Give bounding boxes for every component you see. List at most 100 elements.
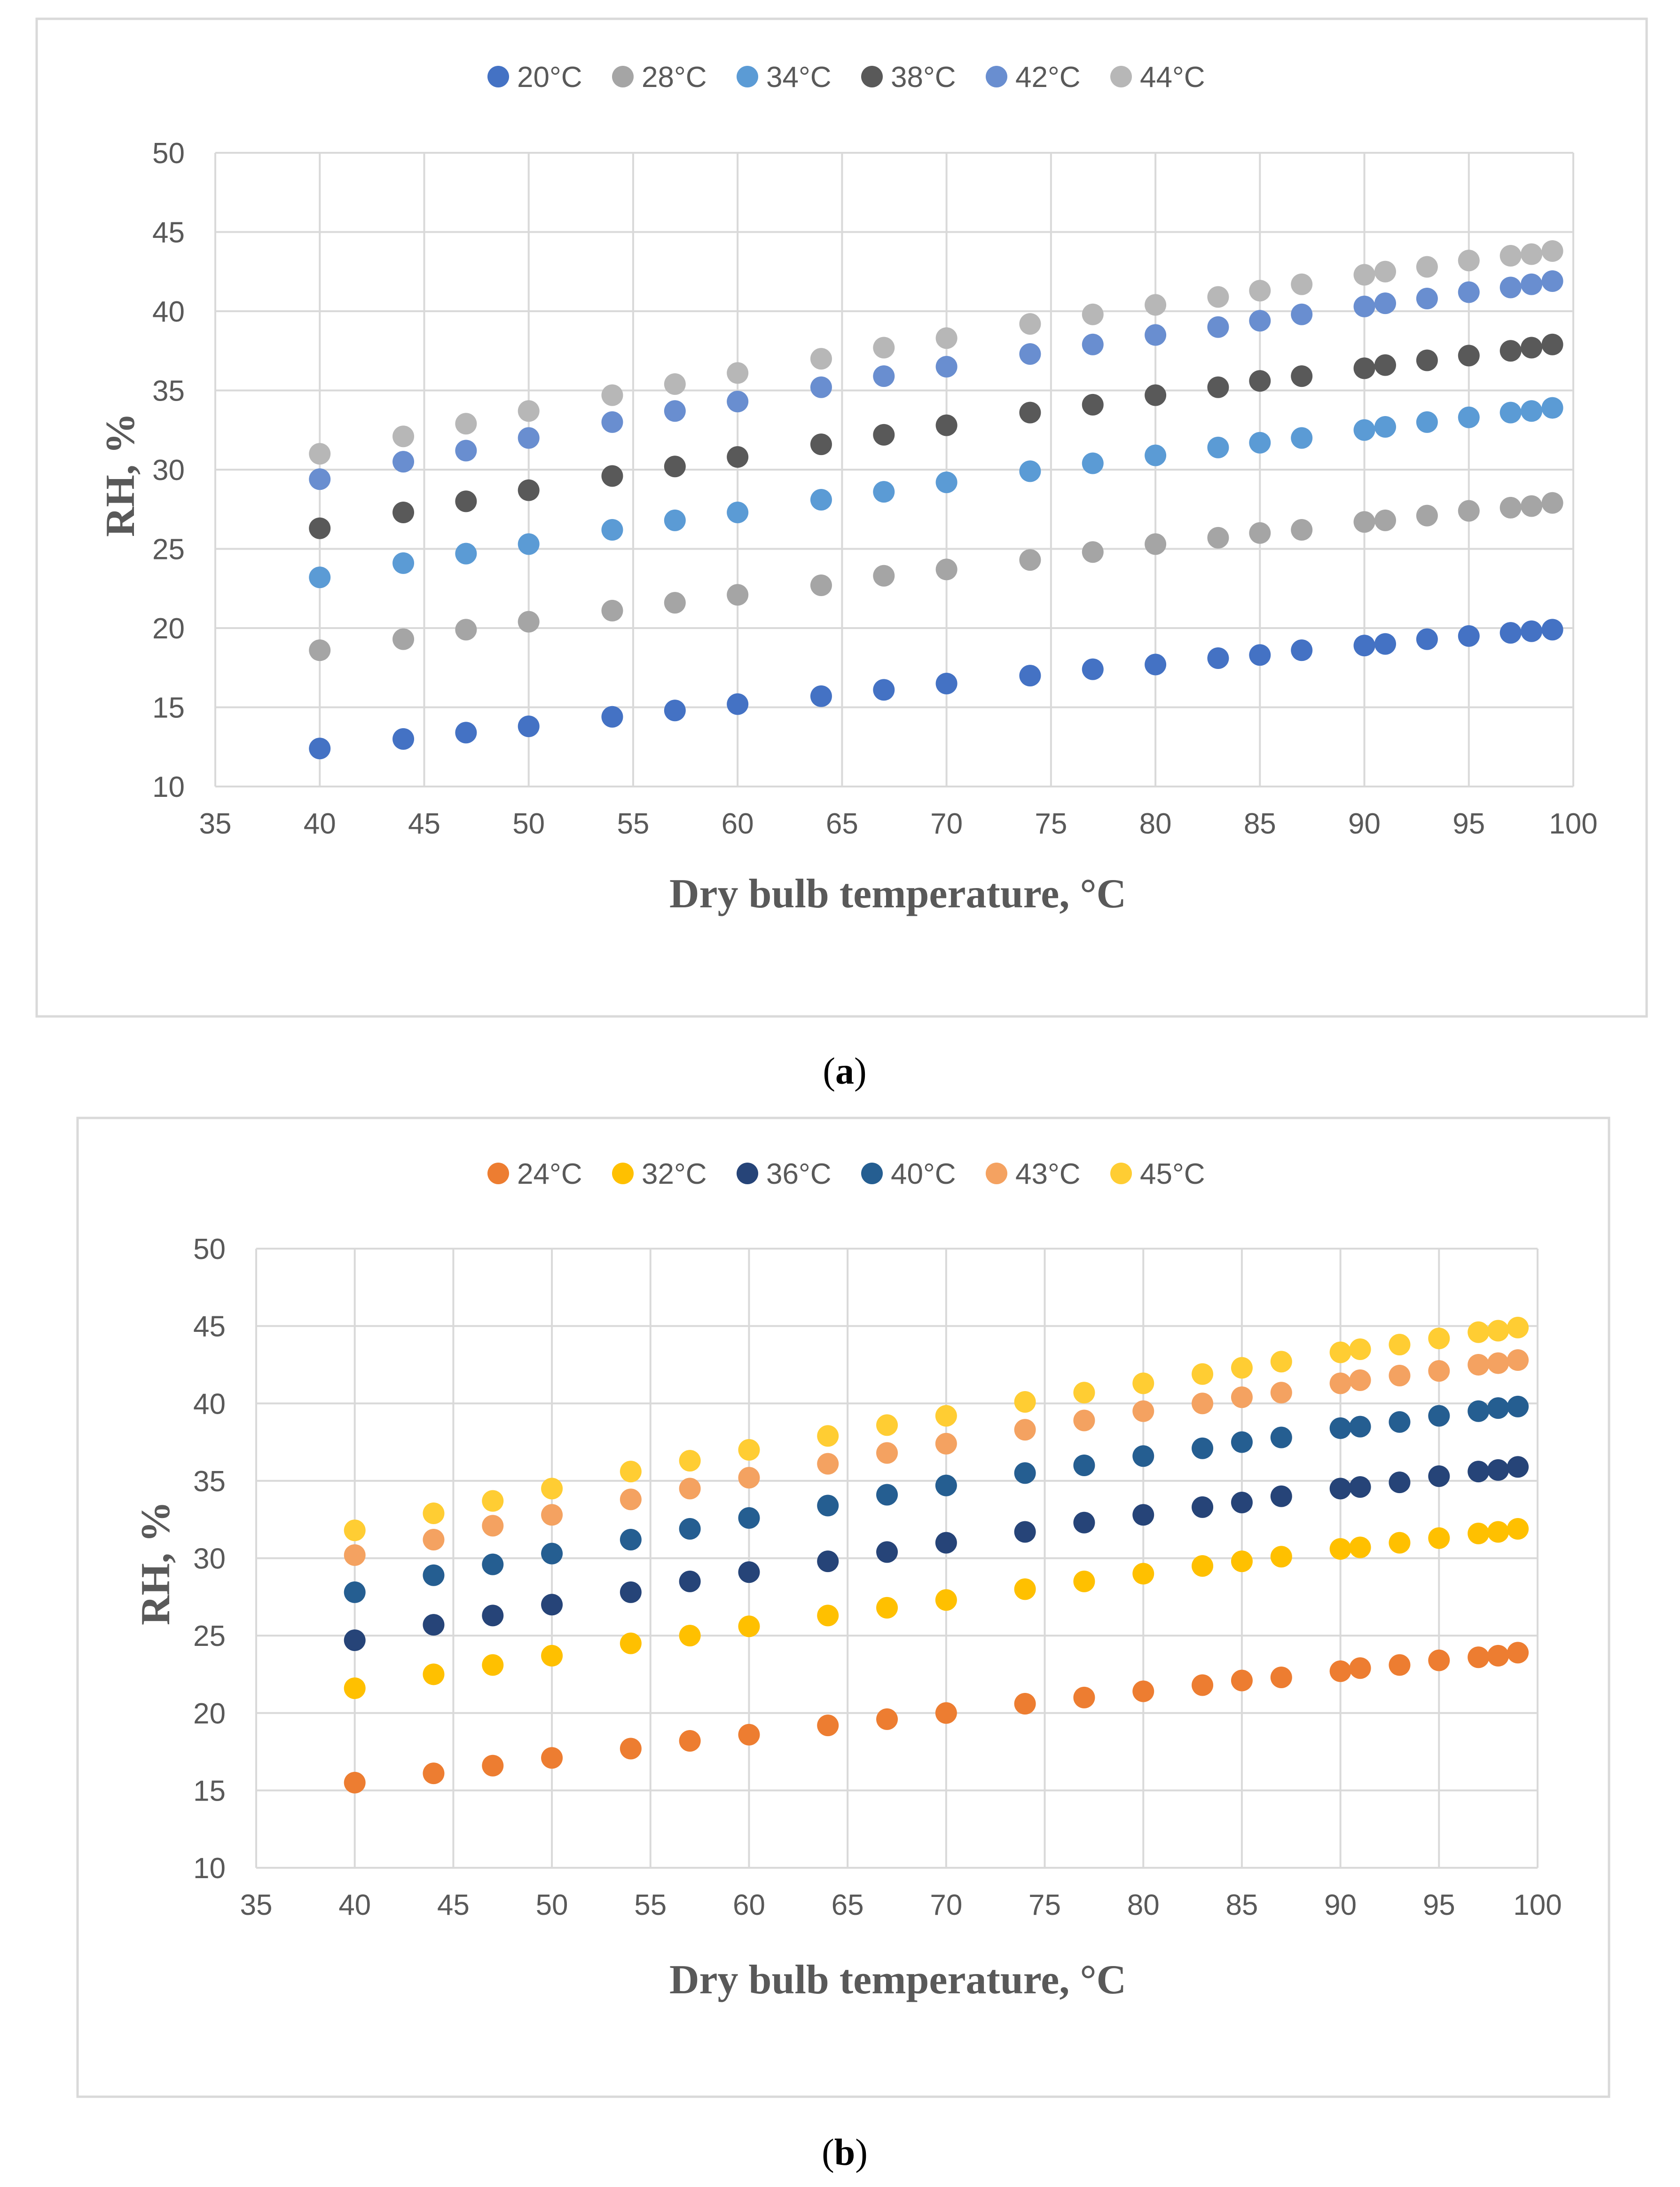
chart-a-point-42c-74 <box>1019 343 1041 365</box>
chart-a-x-tick-label: 75 <box>1035 808 1067 840</box>
chart-a-point-38c-50 <box>518 479 540 501</box>
chart-a-point-20c-64 <box>810 685 832 707</box>
chart-a-y-tick-label: 40 <box>152 296 185 328</box>
chart-a-point-38c-60 <box>727 446 749 468</box>
chart-b-point-36c-50 <box>541 1594 563 1616</box>
chart-b-x-tick-label: 55 <box>634 1889 667 1921</box>
chart-b-point-40c-90 <box>1329 1417 1351 1439</box>
chart-a-point-28c-85 <box>1249 522 1271 544</box>
chart-b-point-24c-99 <box>1507 1642 1529 1664</box>
chart-a-point-38c-91 <box>1374 354 1396 376</box>
chart-b-point-32c-70 <box>935 1589 957 1611</box>
chart-a-point-34c-93 <box>1416 411 1438 433</box>
chart-a-xlabel: Dry bulb temperature, °C <box>669 871 1126 917</box>
chart-b-point-40c-98 <box>1487 1397 1509 1419</box>
panel-a-caption: (a) <box>823 1051 866 1092</box>
chart-a-point-28c-98 <box>1521 495 1543 517</box>
chart-a-legend-marker <box>986 66 1007 87</box>
chart-b-point-43c-74 <box>1014 1419 1036 1441</box>
chart-b-point-45c-99 <box>1507 1316 1529 1338</box>
chart-a-point-44c-83 <box>1207 286 1229 308</box>
chart-b-point-24c-91 <box>1349 1657 1371 1679</box>
chart-a-point-34c-98 <box>1521 400 1543 422</box>
chart-b-point-24c-64 <box>817 1715 839 1737</box>
chart-b-point-43c-67 <box>876 1442 898 1464</box>
chart-b-point-32c-47 <box>482 1654 504 1676</box>
chart-b-legend-label: 43°C <box>1015 1158 1081 1190</box>
chart-a-x-tick-label: 40 <box>304 808 336 840</box>
chart-b-point-43c-60 <box>738 1467 760 1489</box>
chart-b-point-24c-95 <box>1428 1649 1450 1671</box>
chart-a-y-tick-label: 30 <box>152 454 185 487</box>
chart-b-point-36c-85 <box>1231 1491 1253 1513</box>
chart-b-legend-item: 24°C <box>487 1158 582 1190</box>
chart-b-legend-marker <box>1110 1163 1132 1184</box>
chart-b-x-tick-label: 45 <box>437 1889 470 1921</box>
chart-a-point-42c-57 <box>664 400 686 422</box>
chart-a-point-42c-54 <box>601 411 623 433</box>
chart-b-legend-label: 36°C <box>766 1158 832 1190</box>
chart-a-point-28c-83 <box>1207 527 1229 549</box>
chart-b-point-40c-57 <box>679 1518 701 1540</box>
chart-a-point-38c-97 <box>1499 340 1522 362</box>
chart-a-points <box>309 240 1563 760</box>
chart-a-point-44c-54 <box>601 384 623 406</box>
chart-b-point-40c-67 <box>876 1484 898 1506</box>
chart-b-point-36c-83 <box>1192 1496 1214 1518</box>
chart-a-point-34c-97 <box>1499 401 1522 424</box>
chart-a-y-tick-label: 10 <box>152 771 185 803</box>
panel-a: 10 15 20 25 30 35 40 45 50 35 40 45 50 55 60 65 70 75 80 8… <box>35 17 1648 1018</box>
chart-a-point-20c-98 <box>1521 620 1543 642</box>
chart-b-point-24c-80 <box>1132 1680 1154 1702</box>
chart-b-point-40c-64 <box>817 1495 839 1517</box>
chart-b-point-45c-98 <box>1487 1320 1509 1342</box>
chart-b-x-tick-label: 100 <box>1513 1889 1562 1921</box>
chart-b-x-tick-label: 95 <box>1423 1889 1455 1921</box>
chart-b-point-43c-80 <box>1132 1400 1154 1422</box>
chart-a-point-42c-80 <box>1145 324 1167 346</box>
chart-a-point-34c-67 <box>873 481 895 503</box>
chart-a-point-20c-91 <box>1374 633 1396 655</box>
chart-b-point-32c-57 <box>679 1625 701 1647</box>
chart-b-point-43c-57 <box>679 1478 701 1500</box>
chart-a-point-44c-91 <box>1374 260 1396 283</box>
chart-b-point-40c-91 <box>1349 1416 1371 1438</box>
chart-b-point-36c-77 <box>1073 1511 1095 1534</box>
chart-a-point-42c-98 <box>1521 273 1543 295</box>
chart-b-point-36c-74 <box>1014 1521 1036 1543</box>
chart-b-point-40c-87 <box>1270 1426 1292 1448</box>
chart-a-point-20c-44 <box>393 728 415 750</box>
chart-b-legend-label: 45°C <box>1140 1158 1205 1190</box>
chart-a-point-28c-77 <box>1082 541 1104 563</box>
chart-a-point-28c-44 <box>393 628 415 650</box>
chart-b-point-32c-74 <box>1014 1578 1036 1600</box>
chart-a-legend-label: 38°C <box>891 61 956 94</box>
chart-a-point-34c-74 <box>1019 460 1041 482</box>
chart-b-y-tick-label: 20 <box>193 1698 226 1730</box>
chart-a-legend-item: 20°C <box>487 61 582 94</box>
chart-a-point-38c-57 <box>664 456 686 478</box>
chart-b-x-tick-label: 75 <box>1028 1889 1061 1921</box>
chart-a-x-tick-label: 85 <box>1244 808 1276 840</box>
chart-a-point-28c-80 <box>1145 533 1167 555</box>
chart-a-x-tick-label: 45 <box>408 808 440 840</box>
chart-a-point-34c-57 <box>664 509 686 531</box>
chart-a-x-tick-label: 35 <box>199 808 232 840</box>
chart-b-point-45c-50 <box>541 1478 563 1500</box>
chart-b-point-45c-85 <box>1231 1357 1253 1379</box>
chart-b-point-24c-67 <box>876 1708 898 1730</box>
chart-b-point-32c-60 <box>738 1615 760 1637</box>
chart-b-x-tick-label: 85 <box>1225 1889 1258 1921</box>
chart-a-point-20c-90 <box>1353 635 1375 657</box>
chart-b-point-43c-70 <box>935 1432 957 1455</box>
chart-a-point-44c-87 <box>1291 273 1313 295</box>
chart-b-point-43c-47 <box>482 1515 504 1537</box>
chart-b-point-40c-60 <box>738 1507 760 1529</box>
chart-b-point-43c-44 <box>423 1528 445 1550</box>
chart-b-point-40c-95 <box>1428 1405 1450 1427</box>
chart-b-x-tick-label: 90 <box>1324 1889 1357 1921</box>
chart-a-point-38c-44 <box>393 501 415 523</box>
chart-a-point-34c-40 <box>309 566 331 589</box>
chart-b-legend-item: 36°C <box>737 1158 832 1190</box>
chart-a-y-tick-label: 50 <box>152 137 185 170</box>
